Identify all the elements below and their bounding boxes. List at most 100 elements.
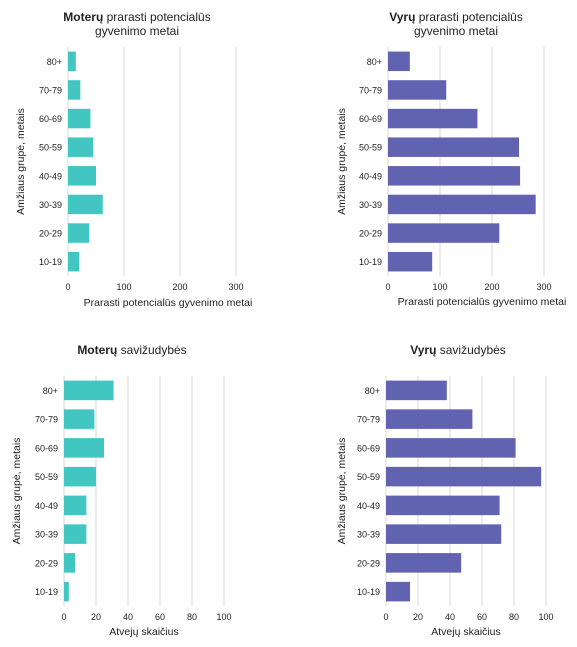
bar xyxy=(64,581,69,602)
category-label: 20-29 xyxy=(39,229,62,239)
category-label: 70-79 xyxy=(35,415,58,425)
bar xyxy=(386,466,542,487)
bar xyxy=(388,251,433,272)
category-label: 80+ xyxy=(43,386,58,396)
category-label: 50-59 xyxy=(359,143,382,153)
category-label: 20-29 xyxy=(35,558,58,568)
category-label: 80+ xyxy=(367,57,382,67)
category-label: 30-39 xyxy=(357,530,380,540)
bar xyxy=(386,380,447,401)
category-label: 20-29 xyxy=(357,558,380,568)
bar xyxy=(68,51,76,72)
y-axis-label: Amžiaus grupė, metais xyxy=(336,108,348,215)
category-label: 50-59 xyxy=(35,472,58,482)
bar xyxy=(64,495,87,516)
tick-label: 60 xyxy=(155,612,165,622)
y-axis-label: Amžiaus grupė, metais xyxy=(11,438,23,545)
bar xyxy=(386,438,516,458)
y-axis-label: Amžiaus grupė, metais xyxy=(336,438,348,545)
bar xyxy=(388,51,410,72)
chart-title: Moterų prarasti potencialūs xyxy=(63,10,210,24)
tick-label: 100 xyxy=(432,282,447,292)
bar xyxy=(388,194,536,215)
chart-title: Vyrų savižudybės xyxy=(410,343,506,357)
bar xyxy=(386,553,462,573)
category-label: 70-79 xyxy=(359,85,382,95)
tick-label: 20 xyxy=(413,612,423,622)
chart-panel-4: 80+ 70-79 60-69 50-59 40-49 30-39 20-29 10-19 0 2… xyxy=(336,343,554,638)
tick-label: 300 xyxy=(536,282,551,292)
chart-panel-3: 80+ 70-79 60-69 50-59 40-49 30-39 20-29 10-19 0 2… xyxy=(11,343,232,638)
bar xyxy=(388,108,478,129)
category-label: 40-49 xyxy=(359,171,382,181)
category-label: 20-29 xyxy=(359,229,382,239)
category-label: 70-79 xyxy=(39,85,62,95)
category-label: 40-49 xyxy=(39,171,62,181)
tick-label: 100 xyxy=(538,612,553,622)
bar xyxy=(68,223,90,243)
tick-label: 40 xyxy=(123,612,133,622)
tick-label: 0 xyxy=(61,612,66,622)
category-label: 60-69 xyxy=(359,114,382,124)
bar xyxy=(386,581,410,602)
tick-label: 200 xyxy=(172,282,187,292)
tick-label: 0 xyxy=(385,282,390,292)
chart-title-line2: gyvenimo metai xyxy=(414,24,498,38)
bar xyxy=(64,438,104,458)
category-label: 30-39 xyxy=(35,530,58,540)
category-label: 10-19 xyxy=(359,257,382,267)
category-label: 80+ xyxy=(47,57,62,67)
category-label: 40-49 xyxy=(357,501,380,511)
tick-label: 100 xyxy=(216,612,231,622)
category-label: 50-59 xyxy=(39,143,62,153)
x-axis-label: Atvejų skaičius xyxy=(109,626,178,638)
bar xyxy=(64,409,95,429)
bar xyxy=(388,223,500,243)
category-label: 60-69 xyxy=(39,114,62,124)
chart-title: Vyrų prarasti potencialūs xyxy=(389,10,523,24)
bar xyxy=(388,137,520,157)
tick-label: 80 xyxy=(187,612,197,622)
y-axis-label: Amžiaus grupė, metais xyxy=(15,108,27,215)
category-label: 10-19 xyxy=(35,587,58,597)
bar xyxy=(64,380,114,401)
chart-title: Moterų savižudybės xyxy=(77,343,186,357)
tick-label: 0 xyxy=(383,612,388,622)
bar xyxy=(68,108,91,129)
bar xyxy=(386,495,500,516)
tick-label: 300 xyxy=(228,282,243,292)
chart-panel-2: 80+ 70-79 60-69 50-59 40-49 30-39 20-29 10-19 0 1… xyxy=(336,10,566,308)
category-label: 10-19 xyxy=(357,587,380,597)
bar xyxy=(68,166,96,186)
tick-label: 80 xyxy=(509,612,519,622)
tick-label: 0 xyxy=(65,282,70,292)
bar xyxy=(64,553,76,573)
tick-label: 100 xyxy=(116,282,131,292)
bar xyxy=(388,166,521,186)
bar xyxy=(68,80,81,100)
bar xyxy=(68,194,103,215)
category-label: 10-19 xyxy=(39,257,62,267)
bar xyxy=(68,251,80,272)
chart-panel-1: 80+ 70-79 60-69 50-59 40-49 30-39 20-29 10-19 0 1… xyxy=(15,10,252,309)
tick-label: 40 xyxy=(445,612,455,622)
chart-title-line2: gyvenimo metai xyxy=(95,24,179,38)
tick-label: 60 xyxy=(477,612,487,622)
category-label: 50-59 xyxy=(357,472,380,482)
x-axis-label: Prarasti potencialūs gyvenimo metai xyxy=(84,297,253,309)
category-label: 80+ xyxy=(365,386,380,396)
category-label: 30-39 xyxy=(359,200,382,210)
x-axis-label: Atvejų skaičius xyxy=(431,626,500,638)
category-label: 70-79 xyxy=(357,415,380,425)
bar xyxy=(386,409,473,429)
x-axis-label: Prarasti potencialūs gyvenimo metai xyxy=(398,296,567,308)
category-label: 40-49 xyxy=(35,501,58,511)
bar xyxy=(64,466,96,487)
bar xyxy=(68,137,94,157)
bar xyxy=(64,524,87,544)
tick-label: 20 xyxy=(91,612,101,622)
category-label: 60-69 xyxy=(357,443,380,453)
bar xyxy=(388,80,447,100)
bar xyxy=(386,524,502,544)
